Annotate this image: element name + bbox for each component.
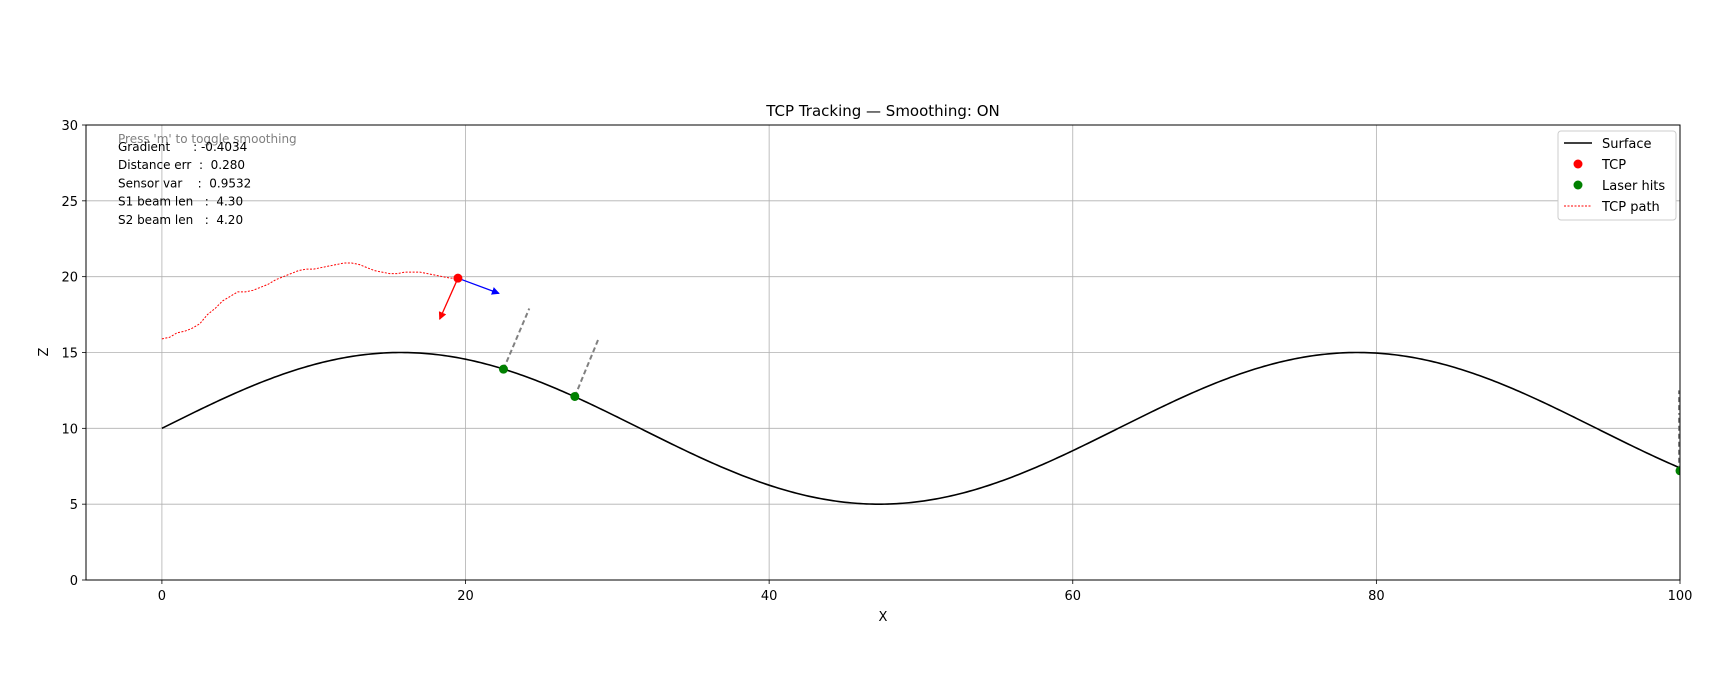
legend-laser-hits-swatch (1573, 180, 1583, 190)
legend-laser-hits-label: Laser hits (1602, 179, 1665, 194)
legend-tcp-label: TCP (1601, 158, 1626, 173)
x-axis: 0 20 40 60 80 100 (158, 580, 1693, 604)
chart-title: TCP Tracking — Smoothing: ON (765, 102, 999, 120)
surface-line (161, 351, 1680, 505)
x-tick-label: 40 (761, 589, 778, 604)
laser-hit-point (570, 391, 580, 401)
right-edge-marks (1675, 390, 1680, 476)
plot-frame (85, 124, 1681, 581)
x-tick-label: 100 (1668, 589, 1693, 604)
x-tick-label: 0 (158, 589, 166, 604)
legend: Surface TCP Laser hits TCP path (1557, 130, 1677, 221)
info-line: Distance err : 0.280 (118, 158, 245, 172)
legend-box (1557, 130, 1677, 221)
info-panel: Press 'm' to toggle smoothing Gradient :… (118, 132, 297, 227)
y-axis: 0 5 10 15 20 25 30 (61, 119, 86, 589)
x-tick-label: 20 (457, 589, 474, 604)
laser-hit-point (498, 364, 508, 374)
legend-surface-label: Surface (1602, 137, 1652, 152)
y-tick-label: 5 (70, 498, 78, 513)
plot-area (161, 262, 1680, 505)
tcp-point (453, 273, 463, 283)
info-line: S1 beam len : 4.30 (118, 195, 243, 209)
tcp-path-line (161, 262, 458, 340)
info-line: Gradient : -0.4034 (118, 140, 247, 154)
tcp-normal-arrow (438, 277, 459, 321)
grid (86, 124, 1681, 581)
y-tick-label: 30 (61, 119, 78, 134)
y-tick-label: 10 (61, 422, 78, 437)
laser-beam (573, 336, 601, 397)
smoothing-hint: Press 'm' to toggle smoothing (118, 132, 297, 146)
info-line: Sensor var : 0.9532 (118, 176, 251, 190)
y-tick-label: 0 (70, 574, 78, 589)
edge-laser-hit (1675, 466, 1680, 476)
y-tick-label: 15 (61, 347, 78, 362)
laser-hits (498, 364, 580, 401)
tcp-tangent-arrow (457, 277, 500, 295)
x-tick-label: 80 (1368, 589, 1385, 604)
info-line: S2 beam len : 4.20 (118, 213, 243, 227)
y-axis-label: Z (37, 347, 52, 356)
laser-beams (502, 308, 601, 397)
x-tick-label: 60 (1064, 589, 1081, 604)
legend-tcp-path-label: TCP path (1601, 200, 1660, 215)
x-axis-label: X (879, 610, 888, 625)
laser-beam (502, 308, 531, 370)
y-tick-label: 25 (61, 195, 78, 210)
legend-tcp-swatch (1573, 159, 1583, 169)
y-tick-label: 20 (61, 271, 78, 286)
